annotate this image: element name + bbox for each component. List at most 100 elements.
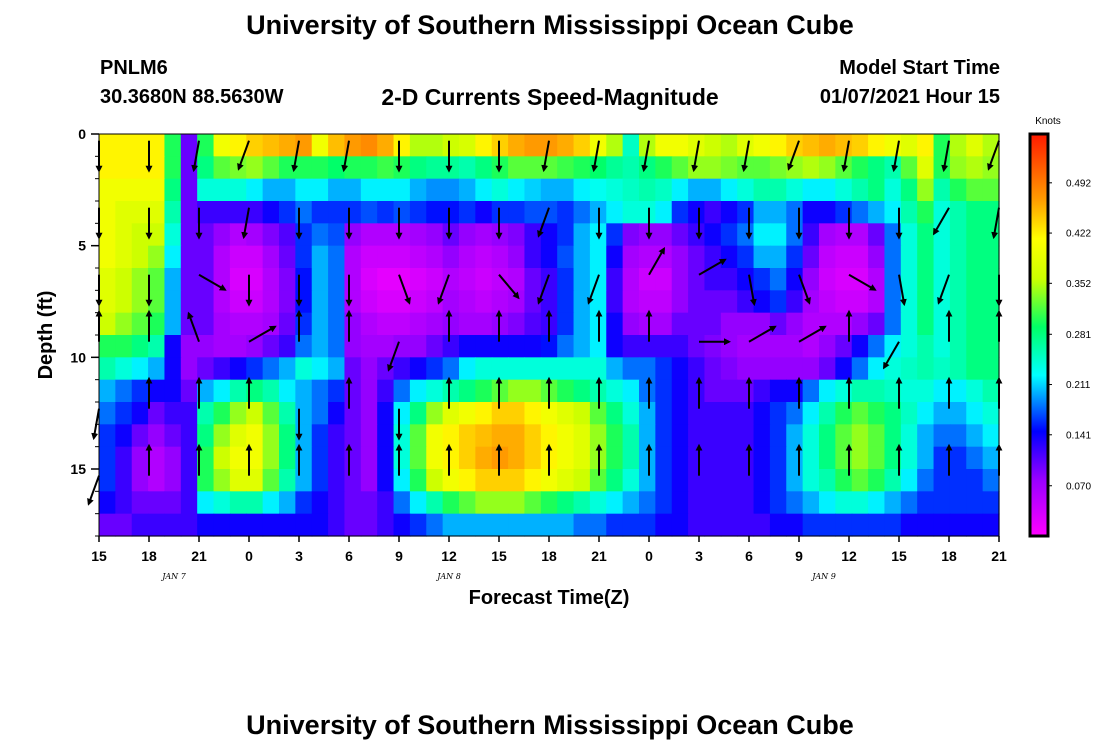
heatmap-cell [704,156,722,180]
heatmap-cell [868,469,886,492]
x-tick-label: 21 [591,548,607,564]
heatmap-cell [737,379,755,403]
heatmap-cell [164,357,182,381]
heatmap-cell [622,379,640,403]
current-vector-arrow [191,140,200,173]
heatmap-cell [769,491,787,515]
heatmap-cell [131,446,149,470]
heatmap-cell [851,312,869,336]
heatmap-cell [246,134,264,157]
heatmap-cell [606,156,624,180]
heatmap-cell [884,335,902,358]
heatmap-cell [949,424,967,448]
heatmap-cell [917,178,935,202]
heatmap-cell [229,379,247,403]
heatmap-cell [426,424,444,448]
heatmap-cell [360,491,378,515]
heatmap-cell [802,513,820,537]
heatmap-cell [148,268,166,291]
heatmap-cell [180,379,198,403]
heatmap-cell [949,379,967,403]
heatmap-cell [868,446,886,470]
heatmap-cell [589,513,607,537]
heatmap-cell [786,268,804,291]
heatmap-cell [573,335,591,358]
heatmap-cell [982,178,1000,202]
heatmap-cell [688,223,706,247]
heatmap-cell [99,335,116,358]
heatmap-cell [900,223,918,247]
heatmap-cell [557,178,575,202]
heatmap-cell [671,156,689,180]
heatmap-cell [982,201,1000,224]
heatmap-cell [99,513,116,537]
heatmap-cell [851,379,869,403]
heatmap-cell [753,446,771,470]
heatmap-cell [148,290,166,314]
heatmap-cell [917,513,935,537]
heatmap-cell [213,424,231,448]
heatmap-cell [917,223,935,247]
heatmap-cell [589,178,607,202]
heatmap-cell [868,335,886,358]
model-start-label: Model Start Time [839,57,1000,79]
heatmap-cell [688,134,706,157]
heatmap-cell [475,357,493,381]
heatmap-cell [344,312,362,336]
heatmap-cell [573,379,591,403]
heatmap-cell [900,201,918,224]
heatmap-cell [868,223,886,247]
heatmap-cell [966,446,984,470]
heatmap-cell [720,290,738,314]
heatmap-cell [704,491,722,515]
heatmap-cell [819,357,836,381]
heatmap-cell [933,201,951,224]
heatmap-cell [295,201,313,224]
heatmap-cell [786,312,804,336]
heatmap-cell [164,156,182,180]
heatmap-cell [639,513,656,537]
heatmap-cell [966,469,984,492]
y-tick-label: 0 [78,126,86,142]
heatmap-cell [311,223,329,247]
heatmap-cell [295,402,313,425]
heatmap-cell [540,469,558,492]
heatmap-cell [426,491,444,515]
heatmap-cell [802,357,820,381]
heatmap-cell [115,245,133,269]
heatmap-cell [426,290,444,314]
heatmap-cell [819,469,836,492]
heatmap-cell [786,402,804,425]
heatmap-cell [442,223,460,247]
heatmap-cell [328,424,346,448]
heatmap-cell [573,223,591,247]
heatmap-cell [688,424,706,448]
heatmap-cell [737,312,755,336]
heatmap-cell [475,245,493,269]
heatmap-cell [246,312,264,336]
heatmap-cell [442,513,460,537]
heatmap-cell [213,379,231,403]
heatmap-cell [769,335,787,358]
heatmap-cell [786,357,804,381]
heatmap-cell [229,245,247,269]
heatmap-cell [720,268,738,291]
heatmap-cell [769,402,787,425]
heatmap-cell [229,513,247,537]
heatmap-cell [409,290,427,314]
heatmap-cell [180,178,198,202]
heatmap-cell [262,178,280,202]
heatmap-cell [573,156,591,180]
heatmap-cell [737,424,755,448]
heatmap-cell [819,156,836,180]
heatmap-cell [688,201,706,224]
heatmap-cell [786,178,804,202]
heatmap-cell [213,513,231,537]
heatmap-cell [99,402,116,425]
heatmap-cell [557,513,575,537]
heatmap-cell [459,245,476,269]
heatmap-cell [868,491,886,515]
heatmap-cell [344,223,362,247]
heatmap-cell [279,513,296,537]
heatmap-cell [917,379,935,403]
